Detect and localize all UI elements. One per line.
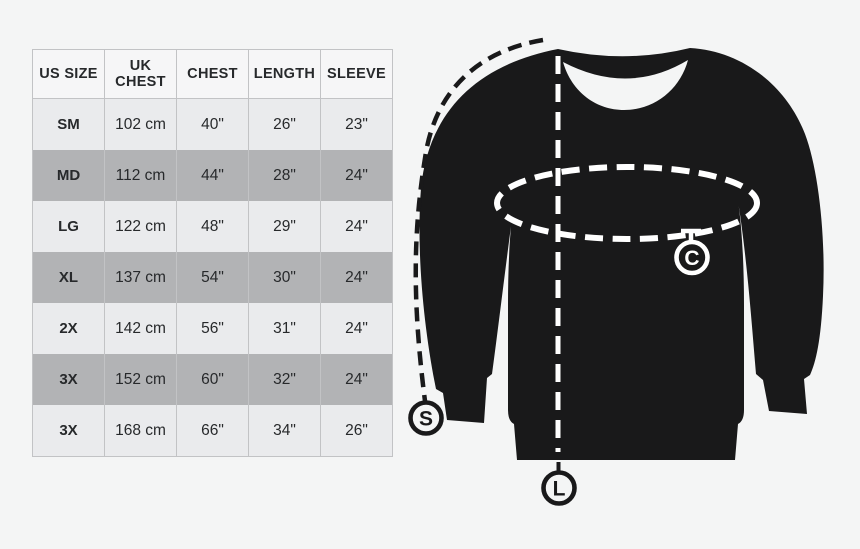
cell-us-size: 3X xyxy=(32,405,105,457)
cell-sleeve: 24" xyxy=(320,303,393,354)
col-header-sleeve: SLEEVE xyxy=(320,49,393,99)
cell-chest: 54" xyxy=(176,252,249,303)
cell-chest: 40" xyxy=(176,98,249,150)
neckline xyxy=(563,60,688,110)
cell-chest: 56" xyxy=(176,303,249,354)
col-header-us-size: US SIZE xyxy=(32,49,105,99)
sleeve-badge-circle xyxy=(408,400,444,436)
cell-sleeve: 24" xyxy=(320,201,393,252)
chest-measure-line xyxy=(494,164,760,242)
chest-badge-label: C xyxy=(684,247,699,270)
length-badge-label: L xyxy=(553,478,566,501)
cell-us-size: 2X xyxy=(32,303,105,354)
cell-us-size: MD xyxy=(32,150,105,201)
cell-chest: 44" xyxy=(176,150,249,201)
length-badge-circle xyxy=(541,470,577,506)
cell-uk-chest: 102 cm xyxy=(104,98,177,150)
cell-us-size: XL xyxy=(32,252,105,303)
cell-length: 31" xyxy=(248,303,321,354)
cell-uk-chest: 112 cm xyxy=(104,150,177,201)
cell-uk-chest: 122 cm xyxy=(104,201,177,252)
sleeve-badge-label: S xyxy=(419,408,433,431)
cell-sleeve: 26" xyxy=(320,405,393,457)
cell-sleeve: 24" xyxy=(320,252,393,303)
cell-length: 30" xyxy=(248,252,321,303)
cell-sleeve: 23" xyxy=(320,98,393,150)
cell-chest: 66" xyxy=(176,405,249,457)
size-chart-table: US SIZE UK CHEST CHEST LENGTH SLEEVE SM … xyxy=(32,49,393,457)
table-row: 3X 152 cm 60" 32" 24" xyxy=(32,354,393,405)
cell-uk-chest: 137 cm xyxy=(104,252,177,303)
cell-length: 34" xyxy=(248,405,321,457)
table-row: 3X 168 cm 66" 34" 26" xyxy=(32,405,393,457)
cell-us-size: LG xyxy=(32,201,105,252)
cell-uk-chest: 152 cm xyxy=(104,354,177,405)
cell-sleeve: 24" xyxy=(320,150,393,201)
sweater-silhouette xyxy=(419,48,824,460)
chest-badge-circle xyxy=(674,239,710,276)
table-row: SM 102 cm 40" 26" 23" xyxy=(32,98,393,150)
table-row: MD 112 cm 44" 28" 24" xyxy=(32,150,393,201)
table-row: 2X 142 cm 56" 31" 24" xyxy=(32,303,393,354)
sleeve-badge: S xyxy=(408,400,444,436)
cell-chest: 48" xyxy=(176,201,249,252)
length-badge: L xyxy=(541,462,577,506)
cell-uk-chest: 168 cm xyxy=(104,405,177,457)
cell-us-size: 3X xyxy=(32,354,105,405)
table-row: LG 122 cm 48" 29" 24" xyxy=(32,201,393,252)
col-header-length: LENGTH xyxy=(248,49,321,99)
cell-length: 26" xyxy=(248,98,321,150)
table-row: XL 137 cm 54" 30" 24" xyxy=(32,252,393,303)
cell-chest: 60" xyxy=(176,354,249,405)
table-header-row: US SIZE UK CHEST CHEST LENGTH SLEEVE xyxy=(32,49,393,99)
cell-sleeve: 24" xyxy=(320,354,393,405)
chest-badge: C xyxy=(674,228,710,276)
cell-length: 29" xyxy=(248,201,321,252)
cell-uk-chest: 142 cm xyxy=(104,303,177,354)
cell-length: 32" xyxy=(248,354,321,405)
sleeve-measure-line xyxy=(413,37,544,402)
cell-us-size: SM xyxy=(32,98,105,150)
cell-length: 28" xyxy=(248,150,321,201)
